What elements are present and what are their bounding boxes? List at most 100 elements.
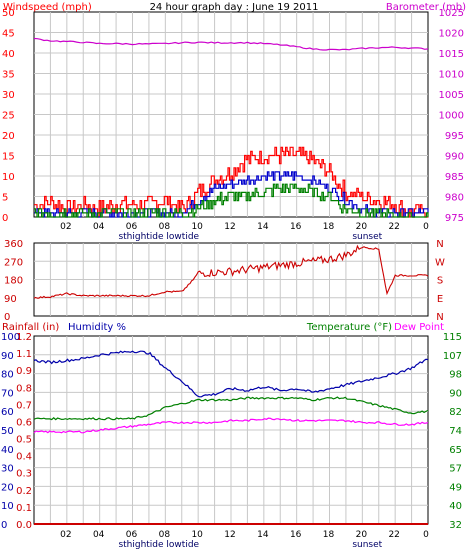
barometer-y-tick-label: 1000	[439, 111, 464, 122]
humidity-x-tick-label: 20	[356, 530, 368, 540]
wind-speed-line	[34, 146, 428, 218]
wind-x-tick-label: 16	[290, 222, 302, 232]
windspeed-y-tick-label: 5	[2, 193, 8, 204]
windspeed-y-tick-label: 45	[2, 29, 15, 40]
barometer-y-tick-label: 1010	[439, 70, 464, 81]
wind-x-tick-label: 18	[323, 222, 335, 232]
humidity-x-tick-label: 10	[191, 530, 203, 540]
humidity-x-tick-label: 12	[224, 530, 235, 540]
rainfall-y-tick-label: 0.9	[16, 366, 32, 377]
rainfall-y-tick-label: 0.3	[16, 469, 32, 480]
barometer-y-tick-label: 980	[445, 193, 464, 204]
humidity-y-tick-label: 90	[1, 351, 14, 362]
humidity-y-tick-label: 70	[1, 388, 14, 399]
wind-x-tick-label: 14	[257, 222, 269, 232]
humidity-x-tick-label: 14	[257, 530, 269, 540]
wind-barometer-panel: 5045403530252015105010251020101510101005…	[2, 8, 464, 242]
barometer-y-tick-label: 1025	[439, 8, 464, 19]
humidity-y-tick-label: 20	[1, 482, 14, 493]
barometer-y-tick-label: 990	[445, 152, 464, 163]
windspeed-y-tick-label: 35	[2, 70, 15, 81]
direction-y-tick-label: 180	[4, 276, 23, 287]
temperature-y-tick-label: 107	[443, 351, 462, 362]
barometer-y-tick-label: 1020	[439, 29, 464, 40]
temperature-y-tick-label: 82	[449, 407, 462, 418]
barometer-y-tick-label: 975	[445, 213, 464, 224]
compass-y-tick-label: S	[437, 276, 443, 287]
rainfall-axis-label: Rainfall (in)	[2, 322, 59, 333]
humidity-temperature-panel: 10090807060504030201001.21.10.90.80.70.6…	[1, 332, 462, 550]
humidity-y-tick-label: 100	[1, 332, 20, 343]
humidity-x-tick-label: 18	[323, 530, 335, 540]
temperature-y-tick-label: 115	[443, 332, 462, 343]
tide-marker-label: sthightide lowtide	[118, 540, 199, 550]
direction-y-tick-label: 90	[4, 294, 17, 305]
direction-y-tick-label: 270	[4, 257, 23, 268]
humidity-x-tick-label: 22	[388, 530, 399, 540]
wind-x-tick-label: 08	[159, 222, 171, 232]
windspeed-y-tick-label: 0	[2, 213, 8, 224]
rainfall-y-tick-label: 1.1	[16, 349, 32, 360]
wind-x-tick-label: 22	[388, 222, 399, 232]
windspeed-y-tick-label: 10	[2, 172, 15, 183]
temperature-axis-label: Temperature (°F)	[306, 322, 392, 333]
humidity-y-tick-label: 0	[1, 520, 7, 531]
windspeed-y-tick-label: 30	[2, 90, 15, 101]
humidity-x-tick-label: 06	[126, 530, 138, 540]
rainfall-y-tick-label: 0.0	[16, 520, 32, 531]
barometer-line	[33, 37, 429, 51]
wind-x-tick-label: 04	[93, 222, 105, 232]
humidity-x-tick-label: 02	[60, 530, 71, 540]
rainfall-y-tick-label: 0.5	[16, 435, 32, 446]
wind-x-tick-label: 0	[423, 222, 429, 232]
temperature-y-tick-label: 98	[449, 370, 462, 381]
temperature-y-tick-label: 57	[449, 464, 462, 475]
humidity-x-tick-label: 08	[159, 530, 171, 540]
rainfall-y-tick-label: 0.7	[16, 400, 32, 411]
barometer-y-tick-label: 985	[445, 172, 464, 183]
dewpoint-axis-label: Dew Point	[394, 322, 444, 333]
temperature-y-tick-label: 74	[449, 426, 462, 437]
wind-x-tick-label: 20	[356, 222, 368, 232]
chart-title: 24 hour graph day : June 19 2011	[150, 2, 319, 13]
compass-y-tick-label: N	[436, 239, 443, 250]
dewpoint-line	[33, 417, 429, 434]
humidity-y-tick-label: 80	[1, 370, 14, 381]
windspeed-y-tick-label: 40	[2, 49, 15, 60]
wind-average-line	[34, 183, 429, 218]
barometer-y-tick-label: 1015	[439, 49, 464, 60]
compass-y-tick-label: W	[435, 257, 445, 268]
temperature-y-tick-label: 90	[449, 388, 462, 399]
wind-x-tick-label: 02	[60, 222, 71, 232]
humidity-y-tick-label: 10	[1, 501, 14, 512]
compass-y-tick-label: N	[436, 312, 443, 323]
humidity-x-tick-label: 04	[93, 530, 105, 540]
windspeed-y-tick-label: 50	[2, 8, 15, 19]
sunset-marker-label: sunset	[352, 232, 382, 242]
temperature-y-tick-label: 40	[449, 501, 462, 512]
barometer-axis-label: Barometer (mb)	[386, 2, 466, 13]
humidity-line	[33, 350, 429, 398]
temperature-y-tick-label: 65	[449, 445, 462, 456]
wind-x-tick-label: 06	[126, 222, 138, 232]
rainfall-y-tick-label: 0.8	[16, 383, 32, 394]
windspeed-axis-label: Windspeed (mph)	[3, 2, 92, 13]
windspeed-y-tick-label: 15	[2, 152, 15, 163]
humidity-y-tick-label: 30	[1, 464, 14, 475]
humidity-x-tick-label: 0	[423, 530, 429, 540]
wind-direction-line	[33, 244, 429, 299]
humidity-y-tick-label: 40	[1, 445, 14, 456]
direction-y-tick-label: 0	[4, 312, 10, 323]
windspeed-y-tick-label: 25	[2, 111, 15, 122]
compass-y-tick-label: E	[437, 294, 443, 305]
tide-marker-label: sthightide lowtide	[118, 232, 199, 242]
rainfall-y-tick-label: 0.1	[16, 503, 32, 514]
humidity-y-tick-label: 50	[1, 426, 14, 437]
barometer-y-tick-label: 1005	[439, 90, 464, 101]
wind-x-tick-label: 12	[224, 222, 235, 232]
temperature-line	[33, 396, 429, 421]
wind-x-tick-label: 10	[191, 222, 203, 232]
direction-y-tick-label: 360	[4, 239, 23, 250]
